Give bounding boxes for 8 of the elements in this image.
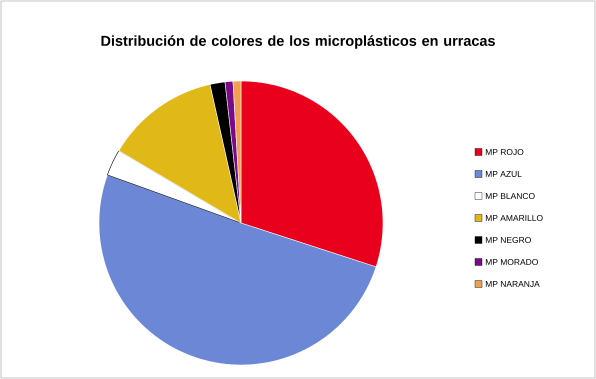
legend-label: MP NARANJA bbox=[486, 281, 540, 287]
legend-label: MP MORADO bbox=[486, 259, 538, 265]
legend-label: MP BLANCO bbox=[486, 193, 535, 199]
legend-label: MP AMARILLO bbox=[486, 215, 543, 221]
legend-label: MP AZUL bbox=[486, 171, 522, 177]
legend-label: MP ROJO bbox=[486, 149, 524, 155]
chart-title: Distribución de colores de los microplásticos en urracas bbox=[101, 35, 495, 49]
legend-label: MP NEGRO bbox=[486, 237, 531, 243]
